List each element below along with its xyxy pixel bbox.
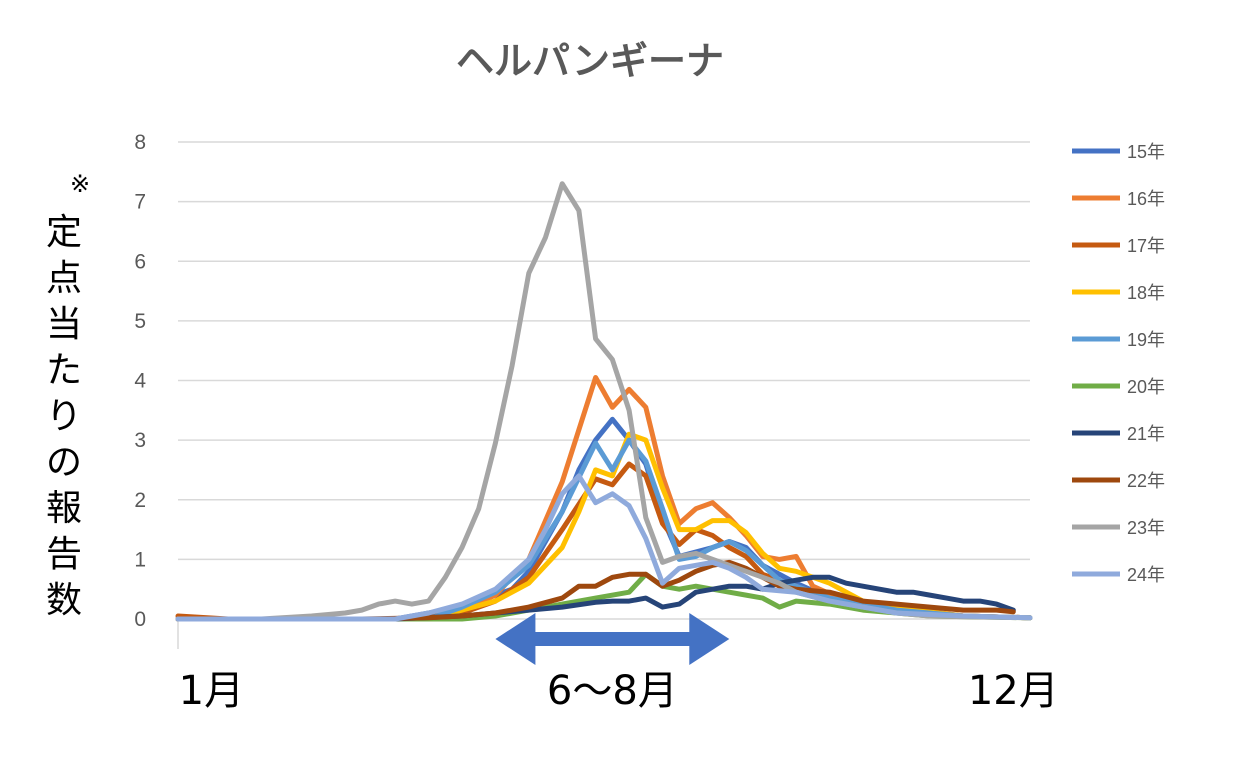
y-axis-label-char: 数 <box>46 580 82 621</box>
y-axis-label-char: 告 <box>46 534 82 575</box>
y-tick-label: 4 <box>134 370 146 393</box>
series-line-21年 <box>175 574 1016 622</box>
summer-period-arrow <box>495 613 730 665</box>
legend: 15年 16年 17年 18年 19年 20年 21年 22年 23年 24年 <box>1072 142 1165 585</box>
gridlines <box>177 141 1030 649</box>
x-axis-label: 1月 <box>179 668 244 714</box>
x-axis-labels: 1月 6〜8月 12月 <box>179 668 1059 714</box>
legend-label: 22年 <box>1127 471 1165 491</box>
y-axis-label-char: た <box>46 350 82 391</box>
y-axis-label-char: り <box>46 396 82 437</box>
y-axis-label-char: 定 <box>46 212 82 253</box>
y-tick-label: 0 <box>134 608 146 631</box>
y-tick-label: 6 <box>134 250 146 273</box>
x-axis-label: 12月 <box>968 668 1059 714</box>
series-line-23年 <box>175 181 1033 622</box>
y-axis-label-char: 点 <box>46 258 82 299</box>
legend-label: 15年 <box>1127 142 1165 162</box>
highlight-arrow <box>495 613 730 665</box>
x-axis-label: 6〜8月 <box>547 668 678 714</box>
legend-label: 16年 <box>1127 189 1165 209</box>
y-tick-labels: 0 1 2 3 4 5 6 7 8 <box>134 131 146 631</box>
y-tick-label: 8 <box>134 131 146 154</box>
y-axis-label-char: 当 <box>46 304 82 345</box>
legend-label: 23年 <box>1127 518 1165 538</box>
y-axis-label-char: の <box>46 442 82 483</box>
series-line-22年 <box>175 559 1016 622</box>
series-line-15年 <box>175 416 1033 622</box>
legend-label: 18年 <box>1127 283 1165 303</box>
legend-label: 24年 <box>1127 565 1165 585</box>
series-lines <box>175 181 1033 622</box>
y-axis-label-char: 報 <box>46 488 82 529</box>
legend-label: 19年 <box>1127 330 1165 350</box>
y-tick-label: 2 <box>134 489 146 512</box>
legend-label: 17年 <box>1127 236 1165 256</box>
series-line-24年 <box>175 473 1033 622</box>
series-line-18年 <box>175 431 1033 622</box>
chart-title: ヘルパンギーナ <box>456 39 724 83</box>
y-axis-label-note: ※ <box>70 170 90 198</box>
y-tick-label: 5 <box>134 310 146 333</box>
y-tick-label: 1 <box>134 548 146 571</box>
y-tick-label: 3 <box>134 429 146 452</box>
legend-label: 21年 <box>1127 424 1165 444</box>
legend-label: 20年 <box>1127 377 1165 397</box>
y-tick-label: 7 <box>134 191 146 214</box>
